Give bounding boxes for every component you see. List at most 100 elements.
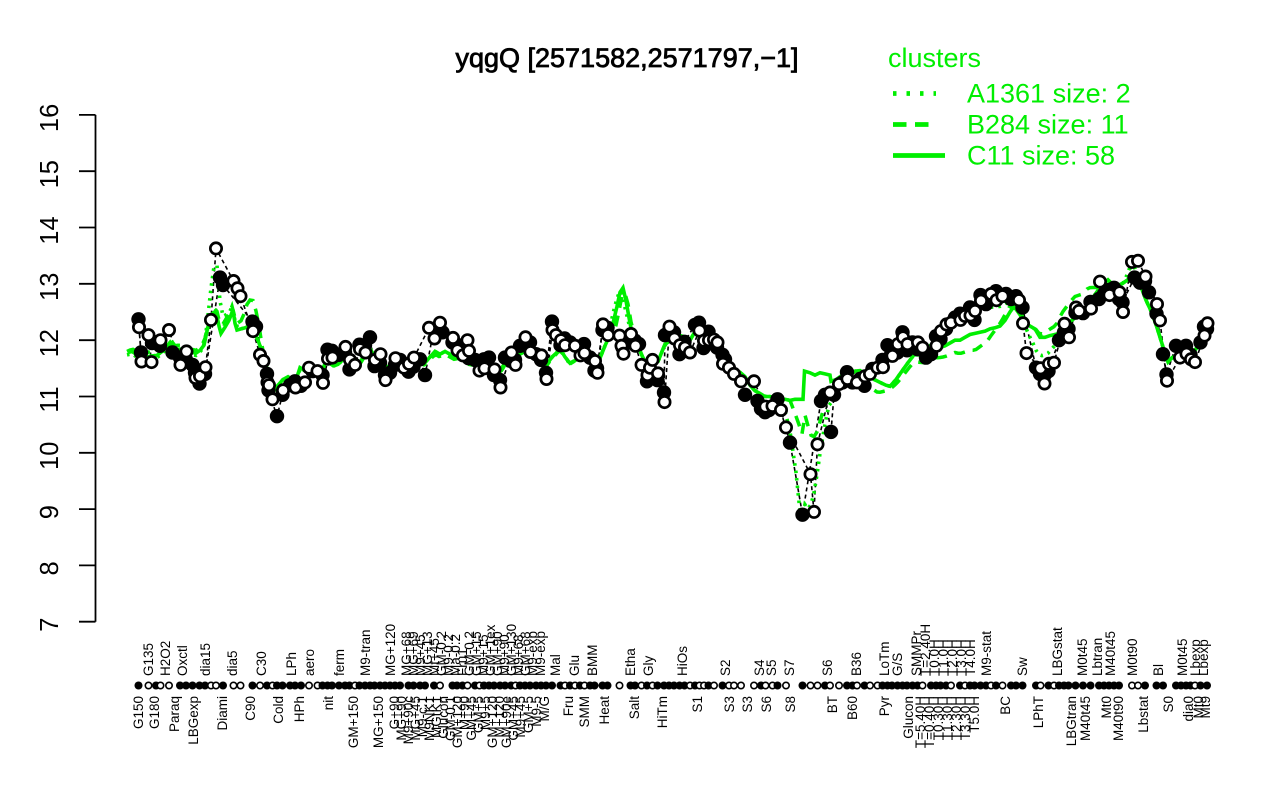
svg-text:M9-tran: M9-tran bbox=[358, 629, 373, 676]
svg-text:C11 size: 58: C11 size: 58 bbox=[967, 141, 1115, 171]
svg-text:14: 14 bbox=[36, 216, 64, 244]
svg-text:dia15: dia15 bbox=[198, 643, 213, 676]
svg-text:T=2.40H: T=2.40H bbox=[918, 624, 933, 676]
svg-text:C90: C90 bbox=[243, 696, 258, 721]
svg-text:G+90: G+90 bbox=[387, 696, 402, 729]
svg-text:T1.30H: T1.30H bbox=[940, 696, 955, 740]
svg-text:C30: C30 bbox=[254, 651, 269, 676]
svg-text:T3.30H: T3.30H bbox=[958, 696, 973, 740]
svg-text:GM-0.1: GM-0.1 bbox=[443, 696, 458, 741]
svg-text:M+90: M+90 bbox=[457, 696, 472, 730]
svg-text:LoTm: LoTm bbox=[877, 641, 892, 676]
svg-text:S3: S3 bbox=[740, 696, 755, 713]
svg-text:13: 13 bbox=[36, 273, 64, 301]
svg-text:11: 11 bbox=[36, 386, 64, 412]
svg-text:Lbexp: Lbexp bbox=[1188, 639, 1203, 676]
svg-text:Gly: Gly bbox=[641, 656, 656, 677]
svg-text:M9-0.2: M9-0.2 bbox=[441, 634, 456, 676]
svg-text:LBGexp: LBGexp bbox=[186, 696, 201, 745]
svg-text:Salt: Salt bbox=[627, 696, 642, 720]
svg-text:MG+45: MG+45 bbox=[408, 696, 423, 741]
svg-text:M9+5: M9+5 bbox=[478, 696, 493, 730]
svg-text:Lbtran: Lbtran bbox=[1090, 638, 1105, 676]
svg-text:GM-0.2: GM-0.2 bbox=[434, 631, 449, 676]
svg-text:LBGtran: LBGtran bbox=[1064, 696, 1079, 746]
svg-text:GM+5: GM+5 bbox=[471, 696, 486, 733]
svg-text:Glucon: Glucon bbox=[436, 696, 451, 739]
svg-text:Pyr: Pyr bbox=[877, 695, 892, 716]
svg-text:Mt0: Mt0 bbox=[1191, 696, 1206, 719]
svg-text:G180: G180 bbox=[147, 696, 162, 729]
svg-text:MG+90: MG+90 bbox=[394, 696, 409, 741]
svg-text:M9+45: M9+45 bbox=[413, 634, 428, 676]
svg-text:B60: B60 bbox=[845, 696, 860, 720]
svg-text:BMM: BMM bbox=[585, 645, 600, 677]
svg-text:H2O2: H2O2 bbox=[158, 641, 173, 676]
svg-text:MG+68: MG+68 bbox=[399, 631, 414, 676]
svg-text:dia0: dia0 bbox=[1181, 696, 1196, 722]
svg-text:B284 size: 11: B284 size: 11 bbox=[967, 110, 1129, 140]
svg-text:Mt0: Mt0 bbox=[1099, 696, 1114, 719]
svg-text:LPhT: LPhT bbox=[1031, 696, 1046, 728]
svg-text:T0.0H: T0.0H bbox=[927, 639, 942, 676]
svg-text:GM+90e: GM+90e bbox=[499, 696, 514, 748]
svg-text:G/S: G/S bbox=[890, 653, 905, 676]
svg-text:M/G: M/G bbox=[537, 696, 552, 722]
svg-text:S0: S0 bbox=[1161, 696, 1176, 713]
svg-text:Fru: Fru bbox=[561, 696, 576, 716]
svg-text:BT: BT bbox=[825, 696, 840, 713]
svg-text:T=5.40H: T=5.40H bbox=[913, 696, 928, 748]
svg-text:GM+120: GM+120 bbox=[485, 696, 500, 748]
svg-text:S5: S5 bbox=[764, 659, 779, 676]
svg-text:S7: S7 bbox=[782, 659, 797, 676]
svg-text:T4.0H: T4.0H bbox=[963, 639, 978, 676]
svg-text:8: 8 bbox=[36, 561, 64, 575]
svg-text:G150: G150 bbox=[131, 696, 146, 729]
svg-text:T0.30H: T0.30H bbox=[931, 696, 946, 740]
svg-text:Glu: Glu bbox=[567, 655, 582, 676]
svg-text:GM+45: GM+45 bbox=[506, 696, 521, 741]
svg-text:T2.30H: T2.30H bbox=[949, 696, 964, 740]
svg-text:GM+5: GM+5 bbox=[521, 696, 536, 733]
svg-text:ferm: ferm bbox=[332, 649, 347, 676]
svg-text:Mt9: Mt9 bbox=[1198, 696, 1213, 719]
svg-text:Etha: Etha bbox=[623, 648, 638, 676]
svg-text:yqgQ [2571582,2571797,−1]: yqgQ [2571582,2571797,−1] bbox=[455, 43, 798, 73]
svg-text:HiTm: HiTm bbox=[655, 696, 670, 728]
svg-text:GM-0.2: GM-0.2 bbox=[462, 631, 477, 676]
svg-text:MG+69: MG+69 bbox=[406, 631, 421, 676]
svg-text:Lbstat: Lbstat bbox=[1136, 696, 1151, 733]
svg-text:15: 15 bbox=[36, 160, 64, 188]
svg-text:T2.0H: T2.0H bbox=[945, 639, 960, 676]
svg-text:GM+15: GM+15 bbox=[469, 631, 484, 676]
svg-text:GM+45: GM+45 bbox=[464, 696, 479, 741]
svg-text:Diami: Diami bbox=[215, 696, 230, 731]
svg-text:M9NK1: M9NK1 bbox=[422, 696, 437, 741]
svg-text:Lbexp: Lbexp bbox=[1196, 639, 1211, 676]
svg-text:S1: S1 bbox=[690, 696, 705, 713]
svg-text:M+120: M+120 bbox=[492, 696, 507, 738]
svg-text:Mt+45: Mt+45 bbox=[427, 638, 442, 676]
svg-text:SMMPr: SMMPr bbox=[909, 631, 924, 677]
svg-text:G135: G135 bbox=[141, 643, 156, 676]
svg-text:Paraq: Paraq bbox=[167, 696, 182, 732]
svg-text:GM+68: GM+68 bbox=[518, 631, 533, 676]
svg-text:Sw: Sw bbox=[1015, 657, 1030, 676]
svg-text:10: 10 bbox=[36, 442, 64, 470]
svg-text:M9+15: M9+15 bbox=[476, 634, 491, 676]
svg-text:clusters: clusters bbox=[888, 43, 981, 73]
svg-text:M40t45: M40t45 bbox=[1103, 631, 1118, 676]
svg-text:M9-stat: M9-stat bbox=[979, 631, 994, 676]
svg-text:M9-c.1: M9-c.1 bbox=[415, 696, 430, 737]
svg-text:MG+13: MG+13 bbox=[420, 631, 435, 676]
svg-text:M0t45: M0t45 bbox=[1175, 638, 1190, 676]
svg-text:Bl: Bl bbox=[1151, 664, 1166, 676]
svg-text:Fru1: Fru1 bbox=[455, 648, 470, 676]
svg-text:GM+90: GM+90 bbox=[490, 631, 505, 676]
svg-text:aero: aero bbox=[302, 649, 317, 676]
svg-text:M9-exp: M9-exp bbox=[533, 631, 548, 676]
svg-text:S2: S2 bbox=[718, 659, 733, 676]
svg-text:S4: S4 bbox=[752, 659, 767, 676]
svg-text:M40t90: M40t90 bbox=[1111, 696, 1126, 741]
svg-text:7: 7 bbox=[36, 618, 64, 632]
